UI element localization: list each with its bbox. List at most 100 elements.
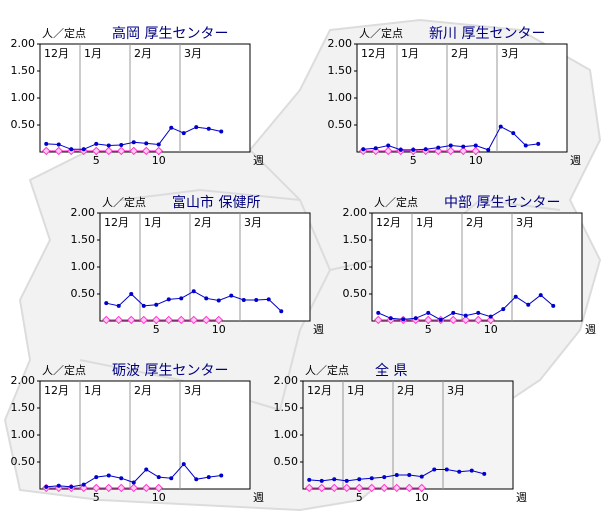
point-marker [214, 315, 223, 325]
y-tick-label: 2.00 [328, 37, 353, 50]
point-marker [152, 315, 161, 325]
point-marker [459, 146, 468, 156]
point-marker [102, 315, 111, 325]
y-tick-label: 1.00 [328, 91, 353, 104]
plot-area [39, 380, 251, 490]
point-marker [241, 297, 246, 302]
x-axis-label: 週 [313, 323, 324, 336]
point-marker [511, 131, 516, 136]
point-marker [463, 313, 468, 318]
point-marker [154, 302, 159, 307]
point-marker [266, 297, 271, 302]
point-marker [94, 475, 99, 480]
month-label: 1月 [416, 216, 434, 229]
x-tick-label: 10 [469, 154, 483, 167]
point-marker [181, 131, 186, 136]
point-marker [551, 303, 556, 308]
x-tick-label: 5 [153, 323, 160, 336]
point-marker [536, 141, 541, 146]
point-marker [424, 315, 433, 325]
month-label: 3月 [447, 384, 465, 397]
point-marker [69, 484, 74, 489]
point-marker [106, 473, 111, 478]
point-marker [42, 146, 51, 156]
x-tick-label: 5 [93, 154, 100, 167]
point-marker [127, 315, 136, 325]
point-marker [279, 309, 284, 314]
month-label: 1月 [401, 47, 419, 60]
y-tick-label: 1.50 [11, 64, 36, 77]
point-marker [398, 147, 403, 152]
point-marker [319, 478, 324, 483]
point-marker [401, 317, 406, 322]
point-marker [413, 316, 418, 321]
point-marker [436, 145, 441, 150]
x-tick-label: 5 [410, 154, 417, 167]
y-axis-label: 人／定点 [374, 195, 418, 209]
month-label: 1月 [144, 216, 162, 229]
point-marker [388, 316, 393, 321]
point-marker [523, 143, 528, 148]
point-marker [104, 483, 113, 493]
point-marker [426, 310, 431, 315]
point-marker [166, 297, 171, 302]
point-marker [92, 483, 101, 493]
chart-title: 中部 厚生センター [444, 195, 560, 211]
point-marker [69, 147, 74, 152]
x-axis-label: 週 [516, 491, 527, 504]
point-marker [202, 315, 211, 325]
point-marker [382, 475, 387, 480]
point-marker [81, 147, 86, 152]
month-label: 2月 [134, 47, 152, 60]
point-marker [114, 315, 123, 325]
point-marker [129, 483, 138, 493]
month-label: 12月 [361, 47, 386, 60]
point-marker [206, 126, 211, 131]
point-marker [471, 146, 480, 156]
chart-title: 砺波 厚生センター [112, 363, 228, 379]
point-marker [392, 483, 401, 493]
month-label: 3月 [516, 216, 534, 229]
point-marker [104, 146, 113, 156]
point-marker [457, 469, 462, 474]
point-marker [386, 143, 391, 148]
point-marker [538, 293, 543, 298]
point-marker [139, 315, 148, 325]
point-marker [142, 146, 151, 156]
month-label: 3月 [184, 47, 202, 60]
y-axis-label: 人／定点 [42, 363, 86, 377]
plot-area [356, 43, 568, 153]
point-marker [179, 296, 184, 301]
plot-area [302, 380, 514, 490]
point-marker [448, 143, 453, 148]
point-marker [407, 472, 412, 477]
month-label: 3月 [184, 384, 202, 397]
point-marker [476, 310, 481, 315]
point-marker [131, 140, 136, 145]
point-marker [305, 483, 314, 493]
point-marker [219, 129, 224, 134]
point-marker [498, 124, 503, 129]
y-tick-label: 1.00 [11, 91, 36, 104]
month-label: 2月 [397, 384, 415, 397]
point-marker [142, 483, 151, 493]
point-marker [131, 480, 136, 485]
point-marker [501, 307, 506, 312]
point-marker [488, 314, 493, 319]
month-label: 1月 [84, 384, 102, 397]
point-marker [330, 483, 339, 493]
point-marker [513, 294, 518, 299]
point-marker [373, 146, 378, 151]
point-marker [432, 467, 437, 472]
point-marker [169, 476, 174, 481]
chart-title: 新川 厚生センター [429, 26, 545, 42]
x-tick-label: 5 [93, 491, 100, 504]
point-marker [194, 477, 199, 482]
y-axis-label: 人／定点 [42, 26, 86, 40]
y-tick-label: 1.00 [71, 260, 96, 273]
point-marker [361, 147, 366, 152]
point-marker [461, 144, 466, 149]
y-tick-label: 1.00 [343, 260, 368, 273]
y-tick-label: 2.00 [71, 206, 96, 219]
point-marker [177, 315, 186, 325]
